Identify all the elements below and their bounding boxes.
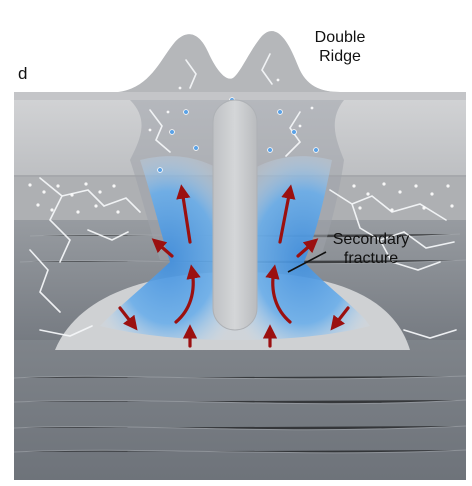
double-ridge-label-line-2: Ridge (319, 48, 361, 65)
red-flow-arrow-icon (174, 264, 201, 324)
central-dike (212, 99, 258, 331)
panel-letter: d (18, 64, 28, 83)
red-flow-arrow-icon (265, 264, 292, 324)
red-flow-arrow-icon (296, 238, 319, 258)
red-flow-arrow-icon (176, 184, 192, 244)
double-ridge-label-line-1: Double (314, 29, 366, 46)
porous-bubbles (28, 78, 454, 214)
secondary-fracture-label-line-1: Secondary (332, 231, 410, 248)
red-flow-arrow-icon (330, 306, 350, 331)
flow-arrows (118, 184, 350, 348)
secondary-fracture-leader (287, 251, 327, 273)
deep-ice-layer (14, 330, 466, 480)
double-ridge-label: Double Ridge (300, 28, 380, 66)
water-pocket-left (100, 156, 236, 340)
red-flow-arrow-icon (118, 306, 138, 331)
ridge-upper-crest (118, 31, 340, 92)
secondary-fracture-label-line-2: fracture (343, 250, 399, 267)
secondary-fracture-label: Secondary fracture (318, 230, 424, 268)
red-flow-arrow-icon (278, 184, 296, 244)
water-bubbles (157, 97, 319, 173)
red-flow-arrow-icon (151, 238, 174, 258)
